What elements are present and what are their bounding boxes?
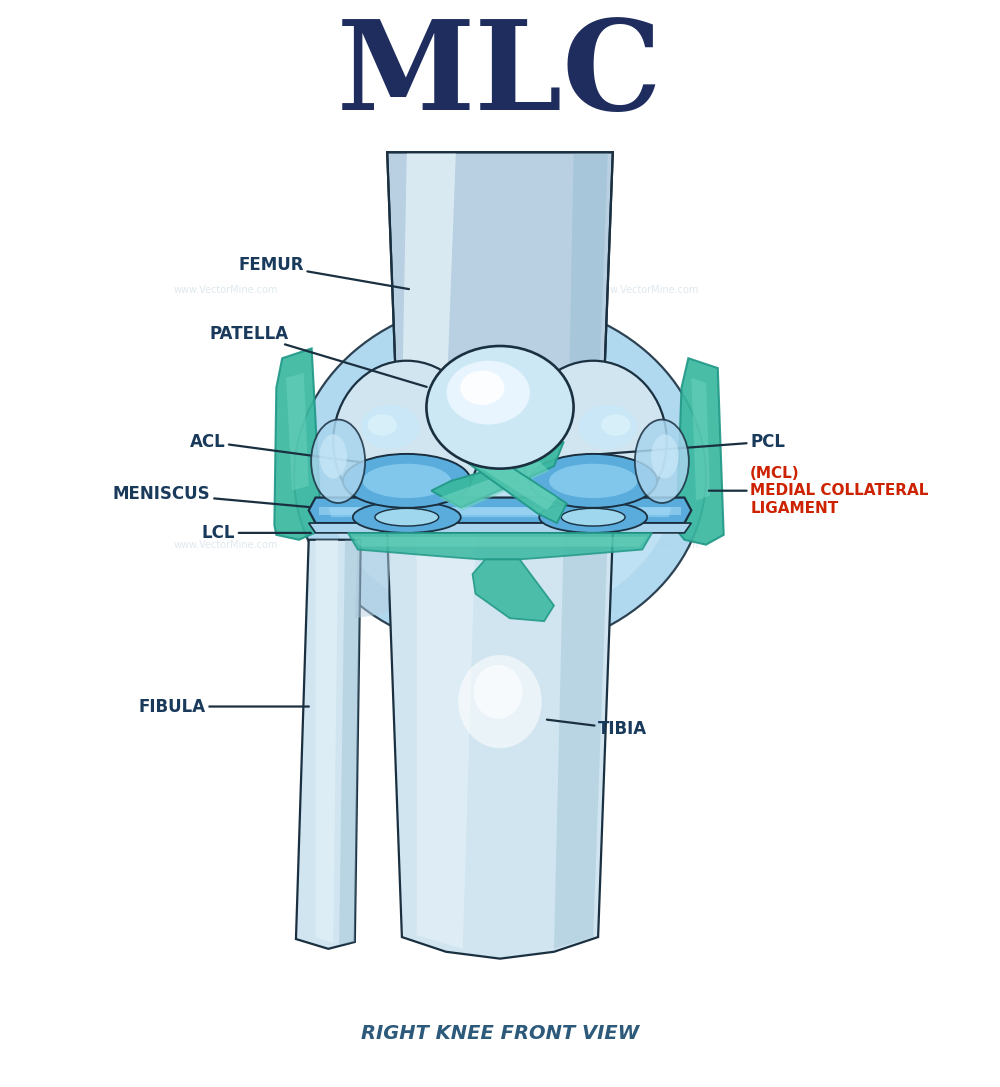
Ellipse shape [651,435,679,478]
Ellipse shape [323,329,677,623]
Text: FEMUR: FEMUR [238,257,409,289]
Polygon shape [387,533,613,959]
Ellipse shape [447,361,530,425]
Ellipse shape [343,454,471,508]
Polygon shape [431,441,564,508]
Text: PATELLA: PATELLA [210,325,427,387]
Ellipse shape [353,501,461,533]
Polygon shape [459,447,557,510]
Polygon shape [439,461,549,510]
Text: www.VectorMine.com: www.VectorMine.com [595,539,699,550]
Ellipse shape [460,371,504,404]
Polygon shape [319,508,681,515]
Polygon shape [339,540,361,945]
Ellipse shape [363,464,451,498]
Polygon shape [451,441,567,523]
Polygon shape [569,152,608,412]
Text: TIBIA: TIBIA [547,720,647,738]
Polygon shape [402,152,456,412]
Text: ACL: ACL [190,433,424,471]
Ellipse shape [294,299,706,652]
Text: www.VectorMine.com: www.VectorMine.com [173,539,278,550]
Polygon shape [473,560,554,621]
Polygon shape [417,533,475,949]
Ellipse shape [426,346,574,468]
Polygon shape [691,378,710,500]
Text: PCL: PCL [573,433,785,457]
Text: MLC: MLC [337,15,663,136]
Ellipse shape [458,655,542,748]
Polygon shape [355,533,392,619]
Ellipse shape [520,361,667,523]
Ellipse shape [311,420,365,503]
Ellipse shape [319,435,347,478]
Polygon shape [328,508,672,517]
Ellipse shape [529,454,657,508]
Text: www.VectorMine.com: www.VectorMine.com [173,285,278,295]
Text: MENISCUS: MENISCUS [113,485,342,510]
Ellipse shape [474,665,523,719]
Ellipse shape [361,404,420,449]
Polygon shape [274,349,321,540]
Text: FIBULA: FIBULA [139,698,309,715]
Text: www.VectorMine.com: www.VectorMine.com [595,285,699,295]
Polygon shape [353,537,647,547]
Polygon shape [296,540,361,949]
Polygon shape [316,540,338,942]
Text: (MCL)
MEDIAL COLLATERAL
LIGAMENT: (MCL) MEDIAL COLLATERAL LIGAMENT [709,466,929,515]
Ellipse shape [601,414,630,436]
Ellipse shape [368,414,397,436]
Polygon shape [387,152,613,412]
Polygon shape [677,359,724,545]
Ellipse shape [539,501,647,533]
Ellipse shape [561,509,625,526]
Ellipse shape [375,509,439,526]
Ellipse shape [549,464,637,498]
Polygon shape [286,373,309,490]
Polygon shape [309,523,691,533]
Text: RIGHT KNEE FRONT VIEW: RIGHT KNEE FRONT VIEW [361,1024,639,1042]
Ellipse shape [578,404,637,449]
Polygon shape [309,498,691,523]
Polygon shape [554,533,608,949]
Ellipse shape [635,420,689,503]
Ellipse shape [333,361,480,523]
Polygon shape [348,533,652,560]
Text: LCL: LCL [202,524,311,542]
